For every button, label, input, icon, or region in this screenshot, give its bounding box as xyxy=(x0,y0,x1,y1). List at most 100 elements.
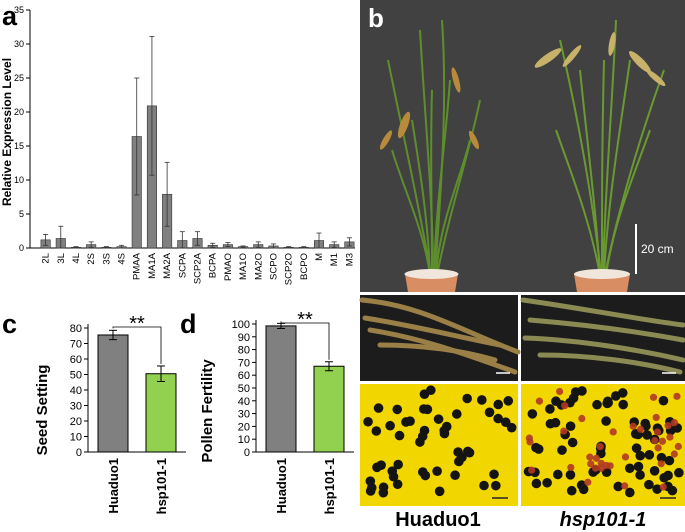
pollen-grain-red xyxy=(664,422,672,430)
panel-c-y-tick-label: 30 xyxy=(70,401,82,413)
pollen-grain-dark xyxy=(450,470,460,481)
panel-a-x-tick-label: M xyxy=(314,253,325,261)
panel-d-x-tick-label: Huaduo1 xyxy=(274,458,289,514)
panel-c-y-tick-label: 0 xyxy=(76,447,82,459)
pollen-grain-dark xyxy=(644,450,655,460)
panel-a-expression-chart: a Relative Expression Level 0 5 10 15 20 25 30… xyxy=(0,1,355,285)
pollen-grain-dark xyxy=(422,404,433,415)
panel-d-y-tick-label: 80 xyxy=(238,345,250,357)
panel-a-x-tick-label: SCP2A xyxy=(193,252,204,284)
pollen-grain-dark xyxy=(542,477,552,488)
pollen-grain-dark xyxy=(477,395,487,405)
pollen-grain-red xyxy=(606,462,614,470)
pollen-grain-dark xyxy=(419,425,430,436)
panel-a-x-tick-label: 3S xyxy=(101,253,112,265)
pollen-grain-dark xyxy=(479,480,489,491)
pollen-grain-dark xyxy=(491,480,501,491)
panel-c-significance-label: ** xyxy=(129,313,145,335)
panel-d-y-tick-label: 100 xyxy=(232,319,250,331)
panel-a-x-tick-label: MA2A xyxy=(162,252,173,279)
panel-c-x-tick-label: hsp101-1 xyxy=(154,458,169,514)
panel-c-y-tick-label: 50 xyxy=(70,370,82,382)
scale-bar-label: 20 cm xyxy=(641,242,674,256)
panel-a-x-tick-label: BCPO xyxy=(299,253,310,280)
pollen-grain-red xyxy=(670,450,678,458)
pollen-grain-red xyxy=(653,428,662,436)
pollen-grain-dark xyxy=(426,385,436,396)
huaduo1-panicle xyxy=(359,297,521,375)
panel-a-letter: a xyxy=(2,1,18,31)
pollen-grain-red xyxy=(535,397,544,405)
pollen-grain-dark xyxy=(625,487,635,498)
panel-c-x-tick-label: Huaduo1 xyxy=(106,458,121,514)
pollen-grain-dark xyxy=(613,481,624,492)
panel-c-letter: c xyxy=(2,309,17,339)
panel-a-x-tick-label: M1 xyxy=(329,253,340,266)
pollen-grain-dark xyxy=(640,418,651,429)
panel-d-y-tick-label: 30 xyxy=(238,409,250,421)
panel-a-y-tick-label: 0 xyxy=(19,243,24,253)
panel-b-label-huaduo1: Huaduo1 xyxy=(395,509,481,531)
pollen-grain-dark xyxy=(493,399,504,410)
pollen-grain-dark xyxy=(592,399,602,410)
pollen-grain-dark xyxy=(394,430,405,441)
pollen-grain-red xyxy=(652,413,660,422)
huaduo1-panicles xyxy=(379,67,480,150)
pollen-photos xyxy=(360,384,685,506)
pollen-grain-dark xyxy=(531,478,542,489)
panel-a-x-tick-label: SCP2O xyxy=(284,253,295,285)
pollen-grain-dark xyxy=(385,420,395,431)
pollen-grain-dark xyxy=(545,404,555,414)
panel-d-y-tick-label: 70 xyxy=(238,357,250,369)
panel-a-x-tick-label: SCPA xyxy=(177,252,188,278)
panel-a-x-tick-label: MA2O xyxy=(253,253,264,280)
panel-c-y-tick-label: 60 xyxy=(70,354,82,366)
panel-a-x-tick-label: 3L xyxy=(56,253,67,264)
panel-b-photos: 20 cm b xyxy=(359,0,685,531)
pollen-grain-dark xyxy=(601,416,611,426)
panel-d-y-tick-label: 40 xyxy=(238,396,250,408)
pollen-grain-dark xyxy=(566,485,577,496)
pollen-grain-red xyxy=(555,387,564,396)
panel-a-x-tick-label: M3 xyxy=(344,253,355,266)
pollen-grain-dark xyxy=(552,469,563,480)
huaduo1-plant xyxy=(387,19,481,276)
panel-a-x-tick-labels: 2L 3L 4L 2S 3S 4S PMAA MA1A MA2A SCPA SCP2A BCPA PMA… xyxy=(41,252,356,285)
pollen-grain-red xyxy=(597,464,605,472)
pollen-grain-dark xyxy=(527,409,538,419)
pollen-grain-red xyxy=(561,402,569,410)
panel-a-x-tick-label: SCPO xyxy=(268,253,279,280)
panel-c-y-tick-label: 20 xyxy=(70,416,82,428)
panel-b-label-hsp101: hsp101-1 xyxy=(560,509,647,531)
pollen-grain-dark xyxy=(656,452,667,463)
panel-a-bars xyxy=(40,36,355,249)
pollen-grain-dark xyxy=(659,472,669,483)
pollen-grain-red xyxy=(659,483,667,491)
panel-c-y-tick-label: 70 xyxy=(70,339,82,351)
pollen-grain-red xyxy=(657,460,665,468)
panel-d-y-tick-label: 10 xyxy=(238,434,250,446)
panel-a-y-tick-label: 10 xyxy=(14,175,24,185)
plants-photo: 20 cm b xyxy=(360,0,685,292)
panel-a-y-tick-label: 30 xyxy=(14,39,24,49)
pollen-grain-dark xyxy=(633,461,644,472)
panel-c-seed-setting-chart: c Seed Setting 0 10 20 30 40 50 60 70 80 Huaduo1 h… xyxy=(2,309,186,514)
panel-a-x-tick-label: 4L xyxy=(71,253,82,264)
pollen-grain-dark xyxy=(635,470,645,480)
pollen-grain-dark xyxy=(387,466,398,476)
panel-d-x-tick-label: hsp101-1 xyxy=(322,458,337,514)
panel-d-bar xyxy=(265,325,297,453)
pots xyxy=(404,269,630,292)
panel-a-y-tick-label: 35 xyxy=(14,5,24,15)
pollen-grain-dark xyxy=(392,404,403,415)
pollen-grain-dark xyxy=(365,486,376,496)
pollen-grain-dark xyxy=(433,414,444,424)
panel-a-y-tick-label: 15 xyxy=(14,141,24,151)
panel-d-y-tick-label: 20 xyxy=(238,421,250,433)
pollen-grain-red xyxy=(658,437,667,445)
pollen-grain-dark xyxy=(603,396,613,407)
pollen-grain-dark xyxy=(644,479,654,490)
pollen-grain-red xyxy=(670,419,679,427)
pollen-grain-red xyxy=(666,433,674,441)
